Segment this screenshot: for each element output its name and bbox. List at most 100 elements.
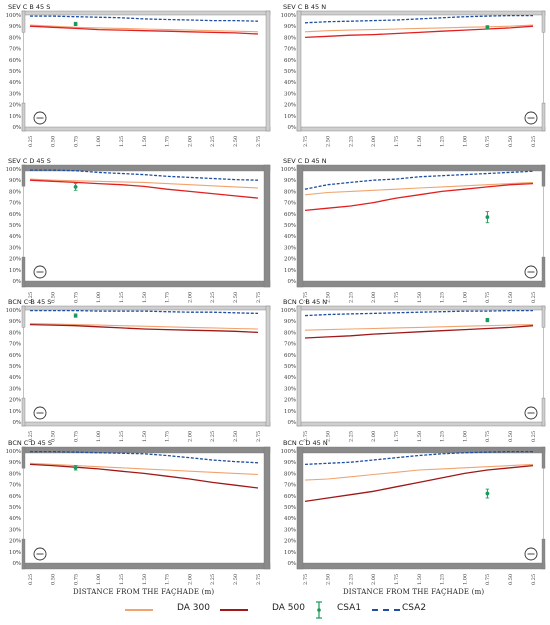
plot-area: 0% 10% 20% 30% 40% 50% 60% 70% 80% 90% 100% 2.75 2.5… (281, 164, 546, 303)
y-tick-label: 90% (284, 319, 296, 325)
x-tick-label: 2.00 (371, 431, 377, 442)
room-frame (21, 10, 271, 132)
x-tick-label: 1.25 (440, 292, 446, 303)
chart-panel-7: BCN C D 45 N 0% 10% 20% 30% 40% 50% 60% 70% 80% 90… (281, 439, 550, 592)
legend-item-da300: DA 300 (125, 602, 215, 618)
plot-area: 0% 10% 20% 30% 40% 50% 60% 70% 80% 90% 100% 0.25 0.5… (6, 446, 271, 585)
chart-panel-5: BCN C B 45 N 0% 10% 20% 30% 40% 50% 60% 70% 80% 90… (281, 298, 550, 451)
plot-area: 0% 10% 20% 30% 40% 50% 60% 70% 80% 90% 100% 0.25 0.5… (6, 164, 271, 303)
x-tick-label: 2.50 (326, 292, 332, 303)
y-tick-label: 10% (284, 114, 296, 120)
legend-swatch-csa2 (372, 609, 400, 611)
y-tick-label: 50% (284, 223, 296, 229)
y-tick-label: 90% (284, 24, 296, 30)
x-tick-label: 1.25 (119, 292, 125, 303)
y-tick-label: 60% (9, 212, 21, 218)
series-line-da-500 (304, 464, 534, 503)
series-line-da-500 (29, 323, 259, 334)
y-tick-label: 100% (6, 449, 21, 455)
series-line-da-300 (29, 24, 259, 33)
chart-title: SEV C B 45 S (8, 3, 51, 11)
x-tick-label: 0.50 (51, 292, 57, 303)
y-tick-label: 100% (281, 167, 296, 173)
x-tick-label: 2.00 (187, 431, 193, 442)
series-line-da-300 (304, 324, 534, 331)
series-line-csa2 (304, 450, 533, 466)
x-tick-label: 2.50 (233, 136, 239, 147)
x-tick-label: 0.50 (51, 431, 57, 442)
series-line-da-300 (29, 322, 259, 330)
x-tick-label: 0.25 (28, 431, 34, 442)
y-tick-label: 0% (287, 561, 296, 567)
x-tick-label: 0.75 (73, 136, 79, 147)
x-tick-label: 1.00 (462, 431, 468, 442)
x-tick-label: 0.75 (485, 431, 491, 442)
x-tick-label: 1.50 (417, 292, 423, 303)
csa1-marker (485, 488, 490, 499)
chart-panel-3: SEV C D 45 N 0% 10% 20% 30% 40% 50% 60% 70% 80% 90… (281, 157, 550, 310)
y-tick-label: 80% (9, 189, 21, 195)
x-tick-label: 1.50 (417, 431, 423, 442)
x-tick-label: 2.25 (348, 431, 354, 442)
csa1-marker (73, 465, 78, 471)
legend-item-csa1: CSA1 (313, 601, 383, 619)
y-tick-label: 80% (284, 330, 296, 336)
x-tick-label: 2.50 (326, 431, 332, 442)
y-tick-label: 70% (284, 47, 296, 53)
series-line-csa2 (30, 450, 259, 464)
y-tick-label: 10% (284, 268, 296, 274)
x-tick-label: 2.00 (371, 136, 377, 147)
series-line-da-300 (304, 463, 534, 481)
plot-area: 0% 10% 20% 30% 40% 50% 60% 70% 80% 90% 100% 0.25 0.5… (6, 10, 271, 147)
x-tick-label: 2.50 (326, 574, 332, 585)
y-tick-label: 100% (6, 167, 21, 173)
y-tick-label: 100% (281, 308, 296, 314)
x-tick-label: 2.50 (233, 574, 239, 585)
x-tick-label: 0.25 (28, 136, 34, 147)
x-tick-label: 1.00 (96, 431, 102, 442)
x-tick-label: 0.50 (508, 574, 514, 585)
compass-icon (524, 547, 538, 561)
compass-icon (33, 406, 47, 420)
x-tick-label: 1.25 (119, 574, 125, 585)
compass-icon (524, 406, 538, 420)
y-tick-label: 30% (9, 91, 21, 97)
chart-title: SEV C B 45 N (283, 3, 327, 11)
x-tick-label: 1.75 (165, 574, 171, 585)
x-tick-label: 1.75 (394, 136, 400, 147)
series-line-da-500 (29, 463, 259, 489)
chart-panel-6: BCN C D 45 S 0% 10% 20% 30% 40% 50% 60% 70% 80% 90… (6, 439, 276, 592)
x-tick-label: 2.25 (348, 574, 354, 585)
y-tick-label: 60% (9, 353, 21, 359)
y-tick-label: 10% (9, 268, 21, 274)
y-tick-label: 0% (12, 125, 21, 131)
y-tick-label: 100% (6, 13, 21, 19)
x-tick-label: 2.25 (210, 431, 216, 442)
chart-title: BCN C D 45 S (8, 439, 52, 447)
compass-icon (33, 111, 47, 125)
x-tick-label: 0.50 (508, 292, 514, 303)
x-tick-label: 0.25 (531, 136, 537, 147)
y-tick-label: 80% (284, 189, 296, 195)
x-tick-label: 2.25 (348, 136, 354, 147)
y-tick-label: 20% (9, 103, 21, 109)
y-tick-label: 0% (12, 420, 21, 426)
x-tick-label: 2.75 (303, 431, 309, 442)
y-tick-label: 10% (9, 550, 21, 556)
y-tick-label: 80% (9, 330, 21, 336)
chart-panel-4: BCN C B 45 S 0% 10% 20% 30% 40% 50% 60% 70% 80% 90… (6, 298, 276, 451)
x-tick-label: 0.50 (51, 136, 57, 147)
y-tick-label: 100% (281, 449, 296, 455)
y-tick-label: 70% (9, 201, 21, 207)
csa1-marker (73, 21, 78, 27)
x-tick-label: 1.75 (394, 292, 400, 303)
series-line-da-500 (29, 25, 259, 35)
y-tick-label: 50% (284, 69, 296, 75)
x-tick-label: 1.00 (96, 136, 102, 147)
x-tick-label: 0.50 (508, 431, 514, 442)
x-axis-title-left: DISTANCE FROM THE FAÇHADE (m) (73, 588, 215, 596)
y-tick-label: 0% (12, 561, 21, 567)
legend-item-csa2: CSA2 (372, 602, 452, 618)
y-tick-label: 70% (9, 483, 21, 489)
csa1-marker (73, 183, 78, 191)
